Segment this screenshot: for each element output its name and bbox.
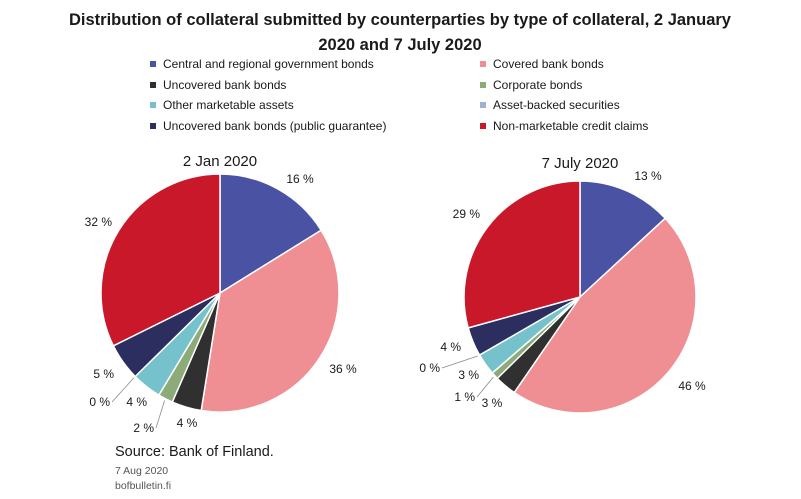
legend-swatch bbox=[150, 102, 156, 108]
slice-label: 5 % bbox=[93, 367, 114, 381]
leader-line bbox=[441, 355, 478, 369]
legend-label: Covered bank bonds bbox=[493, 57, 604, 71]
slice-label: 13 % bbox=[634, 169, 662, 183]
legend-label: Corporate bonds bbox=[493, 77, 583, 92]
slice-label: 4 % bbox=[126, 395, 147, 409]
legend-item: Non-marketable credit claims bbox=[480, 119, 648, 133]
legend-swatch bbox=[480, 81, 486, 88]
slice-label: 36 % bbox=[329, 362, 357, 376]
site-name: bofbulletin.fi bbox=[115, 480, 172, 492]
legend-swatch bbox=[150, 61, 156, 67]
leader-line bbox=[476, 376, 494, 398]
pie-title: 2 Jan 2020 bbox=[183, 153, 257, 170]
pie-slice bbox=[200, 229, 340, 413]
slice-label: 4 % bbox=[177, 416, 198, 430]
legend-item: Uncovered bank bonds bbox=[150, 78, 286, 92]
legend-swatch bbox=[150, 81, 156, 88]
pie-chart: 2 Jan 2020 16 % 36 % 4 % 2 % 4 % 0 % 5 % 32 % bbox=[85, 153, 357, 435]
legend-swatch bbox=[480, 61, 486, 67]
pie-slice bbox=[219, 173, 323, 295]
slice-label: 29 % bbox=[453, 207, 481, 221]
legend-item: Uncovered bank bonds (public guarantee) bbox=[150, 119, 386, 133]
slice-label: 2 % bbox=[133, 421, 154, 435]
pie-slice bbox=[579, 180, 667, 299]
legend-label: Other marketable assets bbox=[163, 98, 294, 112]
pie-slice bbox=[513, 217, 697, 414]
pie-chart: 7 July 2020 13 % 46 % 3 % 1 % 3 % 0 %4 % 29 % bbox=[419, 155, 706, 414]
pie-title: 7 July 2020 bbox=[542, 155, 619, 172]
legend-label: Non-marketable credit claims bbox=[493, 118, 649, 133]
legend-label: Central and regional government bonds bbox=[163, 57, 374, 71]
slice-label: 4 % bbox=[440, 340, 461, 354]
slice-label: 1 % bbox=[454, 390, 475, 404]
legend-item: Covered bank bonds bbox=[480, 57, 604, 71]
slice-label: 46 % bbox=[678, 379, 706, 393]
leader-line bbox=[111, 377, 135, 403]
slice-label: 3 % bbox=[482, 396, 503, 410]
legend-label: Asset-backed securities bbox=[493, 98, 620, 112]
legend-swatch bbox=[480, 122, 486, 129]
publication-date: 7 Aug 2020 bbox=[115, 465, 169, 477]
slice-label: 16 % bbox=[286, 172, 314, 186]
pie-slice bbox=[463, 180, 581, 329]
legend-item: Asset-backed securities bbox=[480, 98, 620, 112]
leader-line bbox=[155, 400, 165, 429]
legend-label: Uncovered bank bonds (public guarantee) bbox=[163, 118, 387, 133]
source-note: Source: Bank of Finland. bbox=[115, 444, 274, 460]
legend-swatch bbox=[150, 122, 156, 129]
chart-title: Distribution of collateral submitted by … bbox=[69, 11, 731, 54]
slice-label: 0 % bbox=[419, 361, 440, 375]
pie-slice bbox=[100, 173, 221, 347]
legend-item: Central and regional government bonds bbox=[150, 57, 374, 71]
slice-label: 3 % bbox=[458, 368, 479, 382]
slice-label: 32 % bbox=[85, 215, 113, 229]
legend-item: Corporate bonds bbox=[480, 78, 582, 92]
legend-swatch bbox=[480, 102, 486, 108]
legend-item: Other marketable assets bbox=[150, 98, 294, 112]
slice-label: 0 % bbox=[89, 395, 110, 409]
legend-label: Uncovered bank bonds bbox=[163, 77, 287, 92]
